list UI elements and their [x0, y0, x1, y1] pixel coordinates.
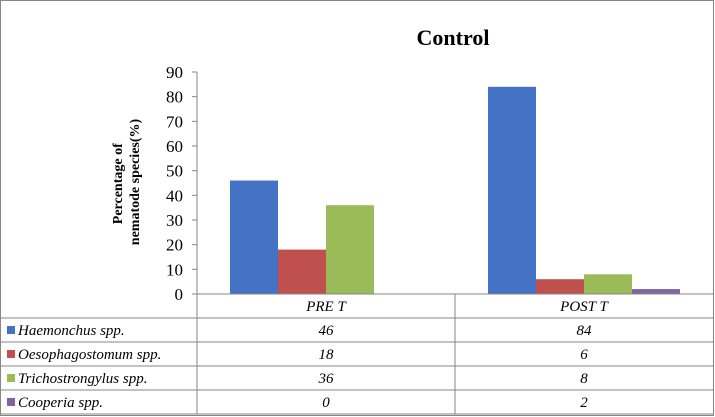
y-tick-label-80: 80	[166, 88, 183, 107]
chart-title: Control	[417, 25, 490, 50]
bar-cooperia-post-t	[632, 289, 680, 294]
y-tick-label-20: 20	[166, 236, 183, 255]
y-tick-label-30: 30	[166, 211, 183, 230]
bars	[230, 86, 680, 294]
data-label-trichostrongylus-pre-t: 36	[318, 371, 335, 387]
y-tick-label-50: 50	[166, 162, 183, 181]
y-axis-label-line-2: nematode species(%)	[128, 118, 143, 245]
data-label-haemonchus-pre-t: 46	[319, 323, 335, 339]
data-label-oesophagostomum-pre-t: 18	[319, 347, 335, 363]
legend-label-haemonchus: Haemonchus spp.	[17, 323, 125, 339]
category-label-pre-t: PRE T	[305, 299, 347, 315]
legend-swatch-trichostrongylus	[7, 374, 15, 382]
legend-swatch-haemonchus	[7, 326, 15, 334]
data-table: PRE T POST T Haemonchus spp. 46 84 Oesophagos…	[1, 293, 713, 415]
y-axis-ticks: 0 10 20 30 40 50 60 70 80 90	[166, 63, 198, 414]
category-label-post-t: POST T	[559, 299, 609, 315]
bar-trichostrongylus-pre-t	[326, 205, 374, 294]
data-label-oesophagostomum-post-t: 6	[580, 347, 588, 363]
bar-oesophagostomum-post-t	[536, 279, 584, 294]
legend-label-cooperia: Cooperia spp.	[18, 395, 103, 411]
bar-trichostrongylus-post-t	[584, 274, 632, 294]
y-axis-label-line-1: Percentage of	[111, 143, 126, 224]
data-label-cooperia-pre-t: 0	[322, 395, 330, 411]
legend-swatch-cooperia	[7, 398, 15, 406]
y-tick-label-0: 0	[175, 285, 184, 304]
y-axis-label: Percentage of nematode species(%)	[111, 118, 143, 245]
data-label-trichostrongylus-post-t: 8	[580, 371, 588, 387]
y-tick-label-60: 60	[166, 137, 183, 156]
bar-haemonchus-post-t	[488, 86, 536, 294]
legend-label-trichostrongylus: Trichostrongylus spp.	[18, 371, 147, 387]
y-tick-label-10: 10	[166, 260, 183, 279]
y-tick-label-40: 40	[166, 186, 183, 205]
bar-oesophagostomum-pre-t	[278, 249, 326, 294]
bar-haemonchus-pre-t	[230, 180, 278, 294]
data-label-cooperia-post-t: 2	[580, 395, 588, 411]
legend-swatch-oesophagostomum	[7, 350, 15, 358]
y-tick-label-90: 90	[166, 63, 183, 82]
legend-label-oesophagostomum: Oesophagostomum spp.	[18, 347, 161, 363]
y-tick-label-70: 70	[166, 112, 183, 131]
data-label-haemonchus-post-t: 84	[577, 323, 593, 339]
